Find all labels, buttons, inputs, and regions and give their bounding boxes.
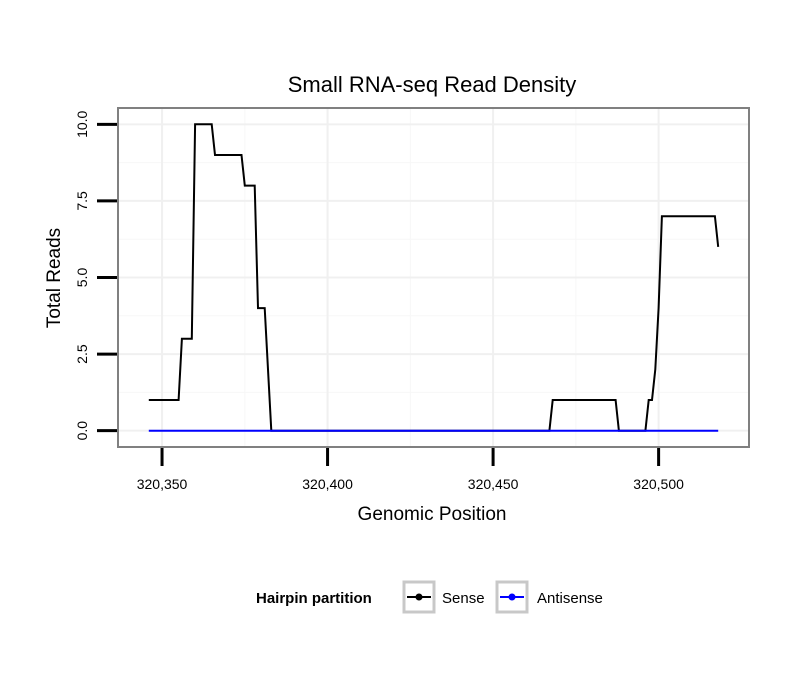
legend-label-sense: Sense: [442, 590, 485, 607]
y-tick-label: 2.5: [74, 344, 90, 364]
legend-title: Hairpin partition: [256, 590, 372, 607]
series-lines: [148, 123, 720, 432]
x-tick-label: 320,350: [137, 476, 188, 492]
axis-ticks: 0.0 2.5 5.0 7.5 10.0 320,350 320,400 320,450 320…: [74, 110, 684, 492]
legend-point-sense: [415, 593, 423, 601]
legend-point-antisense: [508, 593, 516, 601]
x-tick-label: 320,450: [468, 476, 519, 492]
x-tick-label: 320,400: [302, 476, 353, 492]
y-axis-title: Total Reads: [44, 228, 65, 328]
x-tick-label: 320,500: [633, 476, 684, 492]
y-tick-label: 5.0: [74, 268, 90, 288]
y-tick-label: 10.0: [74, 110, 90, 137]
chart-title: Small RNA-seq Read Density: [288, 72, 577, 97]
y-tick-label: 0.0: [74, 421, 90, 441]
gridlines: [119, 109, 748, 446]
y-tick-label: 7.5: [74, 191, 90, 211]
x-axis-title: Genomic Position: [358, 504, 507, 525]
legend: Hairpin partition Sense Antisense: [256, 580, 603, 614]
legend-label-antisense: Antisense: [537, 590, 603, 607]
